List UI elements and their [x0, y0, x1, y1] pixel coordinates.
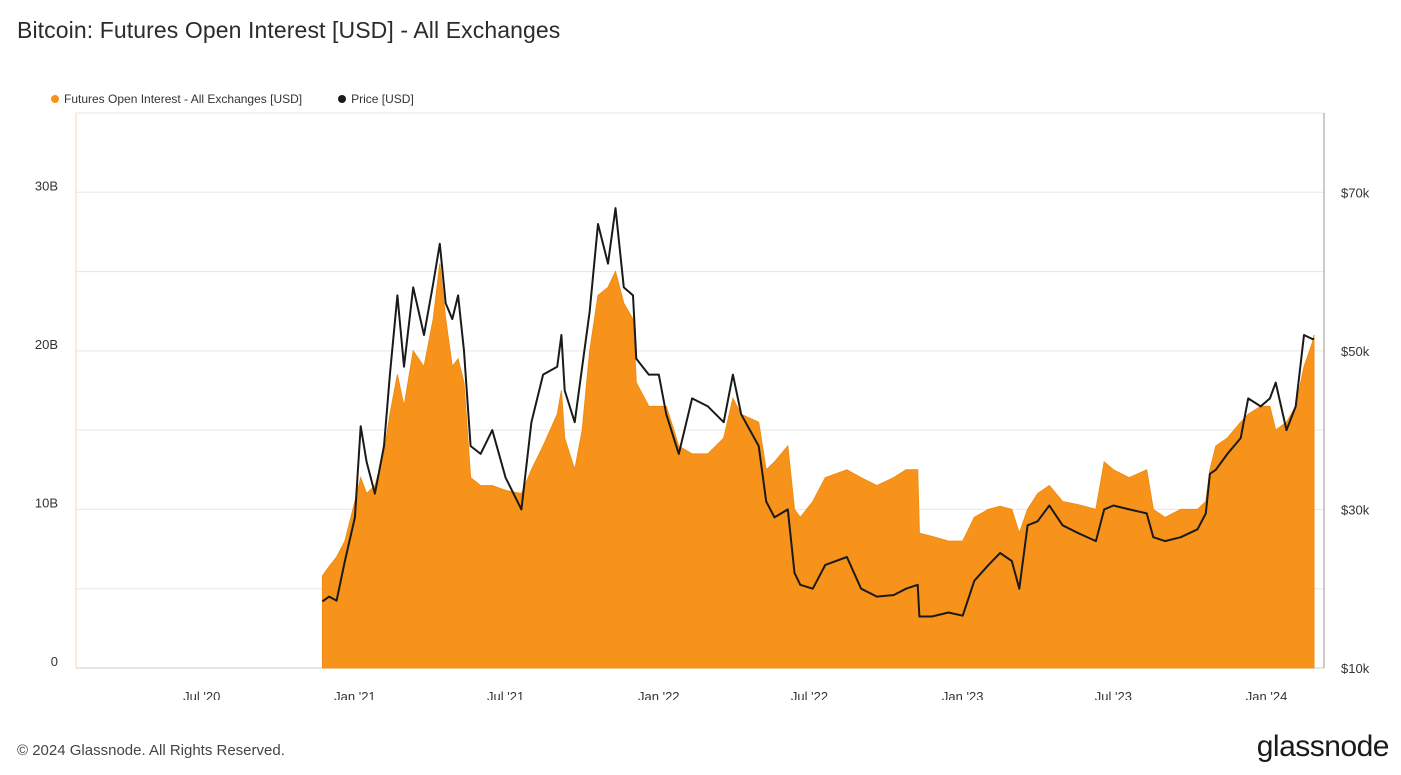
y-axis-left-tick-label: 30B [35, 178, 58, 193]
x-axis-tick-label: Jul '20 [183, 689, 220, 700]
x-axis-tick-label: Jan '21 [334, 689, 376, 700]
series-open-interest-area[interactable] [321, 263, 1315, 669]
x-axis-tick-label: Jul '23 [1095, 689, 1132, 700]
chart-legend: Futures Open Interest - All Exchanges [U… [51, 92, 450, 106]
legend-item-price[interactable]: Price [USD] [338, 92, 414, 106]
legend-label-open-interest: Futures Open Interest - All Exchanges [U… [64, 92, 303, 106]
x-axis-tick-label: Jan '23 [942, 689, 984, 700]
legend-dot-price [338, 95, 347, 103]
y-axis-right-tick-label: $30k [1341, 502, 1370, 517]
x-axis-tick-label: Jul '22 [791, 689, 828, 700]
y-axis-left-tick-label: 0 [51, 654, 58, 669]
legend-dot-open-interest [51, 95, 59, 103]
legend-item-open-interest[interactable]: Futures Open Interest - All Exchanges [U… [51, 92, 302, 106]
legend-label-price: Price [USD] [351, 92, 414, 106]
x-axis-tick-label: Jan '24 [1246, 689, 1288, 700]
x-axis-tick-label: Jan '22 [638, 689, 680, 700]
y-axis-right-tick-label: $50k [1341, 344, 1370, 359]
y-axis-left-tick-label: 10B [35, 495, 58, 510]
y-axis-left-tick-label: 20B [35, 337, 58, 352]
copyright-text: © 2024 Glassnode. All Rights Reserved. [17, 742, 285, 759]
chart-canvas[interactable]: 0 10B 20B 30B $10k $30k $50k $70k Jul '20 Jan '21… [0, 0, 1401, 700]
x-axis-tick-label: Jul '21 [487, 689, 524, 700]
y-axis-right-tick-label: $70k [1341, 185, 1370, 200]
y-axis-right-tick-label: $10k [1341, 661, 1370, 676]
series-price-line[interactable] [321, 207, 1314, 618]
chart-title: Bitcoin: Futures Open Interest [USD] - A… [17, 17, 561, 43]
glassnode-logo: glassnode [1256, 730, 1390, 763]
